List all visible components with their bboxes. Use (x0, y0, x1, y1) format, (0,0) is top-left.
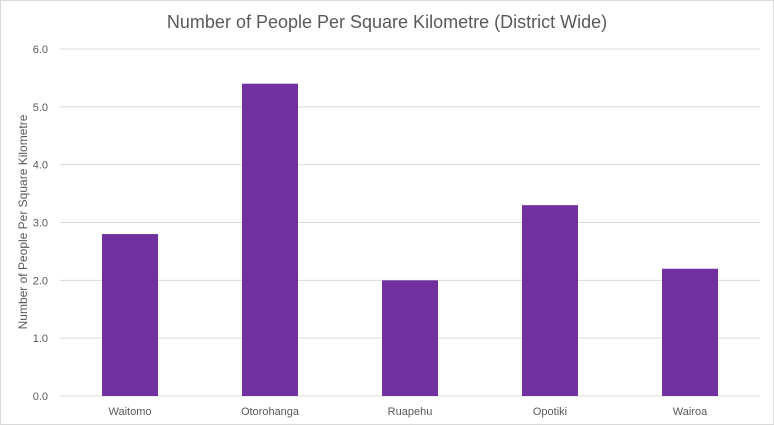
x-tick-label: Ruapehu (388, 406, 433, 418)
y-tick-label: 5.0 (33, 102, 48, 114)
bar-ruapehu (382, 280, 438, 396)
bar-waitomo (102, 234, 158, 396)
y-axis-ticks: 0.0 1.0 2.0 3.0 4.0 5.0 6.0 (33, 44, 48, 403)
y-tick-label: 6.0 (33, 44, 48, 56)
x-tick-label: Wairoa (673, 406, 708, 418)
y-axis-title: Number of People Per Square Kilometre (16, 114, 30, 329)
y-tick-label: 0.0 (33, 391, 48, 403)
bars (102, 83, 718, 396)
y-tick-label: 2.0 (33, 275, 48, 287)
chart-title: Number of People Per Square Kilometre (D… (166, 12, 608, 32)
x-tick-label: Otorohanga (241, 406, 300, 418)
x-axis-ticks: Waitomo Otorohanga Ruapehu Opotiki Wairoa (109, 406, 709, 418)
x-tick-label: Opotiki (533, 406, 567, 418)
y-tick-label: 1.0 (33, 333, 48, 345)
bar-wairoa (662, 268, 718, 396)
y-tick-label: 3.0 (33, 218, 48, 230)
x-tick-label: Waitomo (109, 406, 152, 418)
bar-opotiki (522, 205, 578, 396)
y-tick-label: 4.0 (33, 160, 48, 172)
bar-otorohanga (242, 83, 298, 396)
